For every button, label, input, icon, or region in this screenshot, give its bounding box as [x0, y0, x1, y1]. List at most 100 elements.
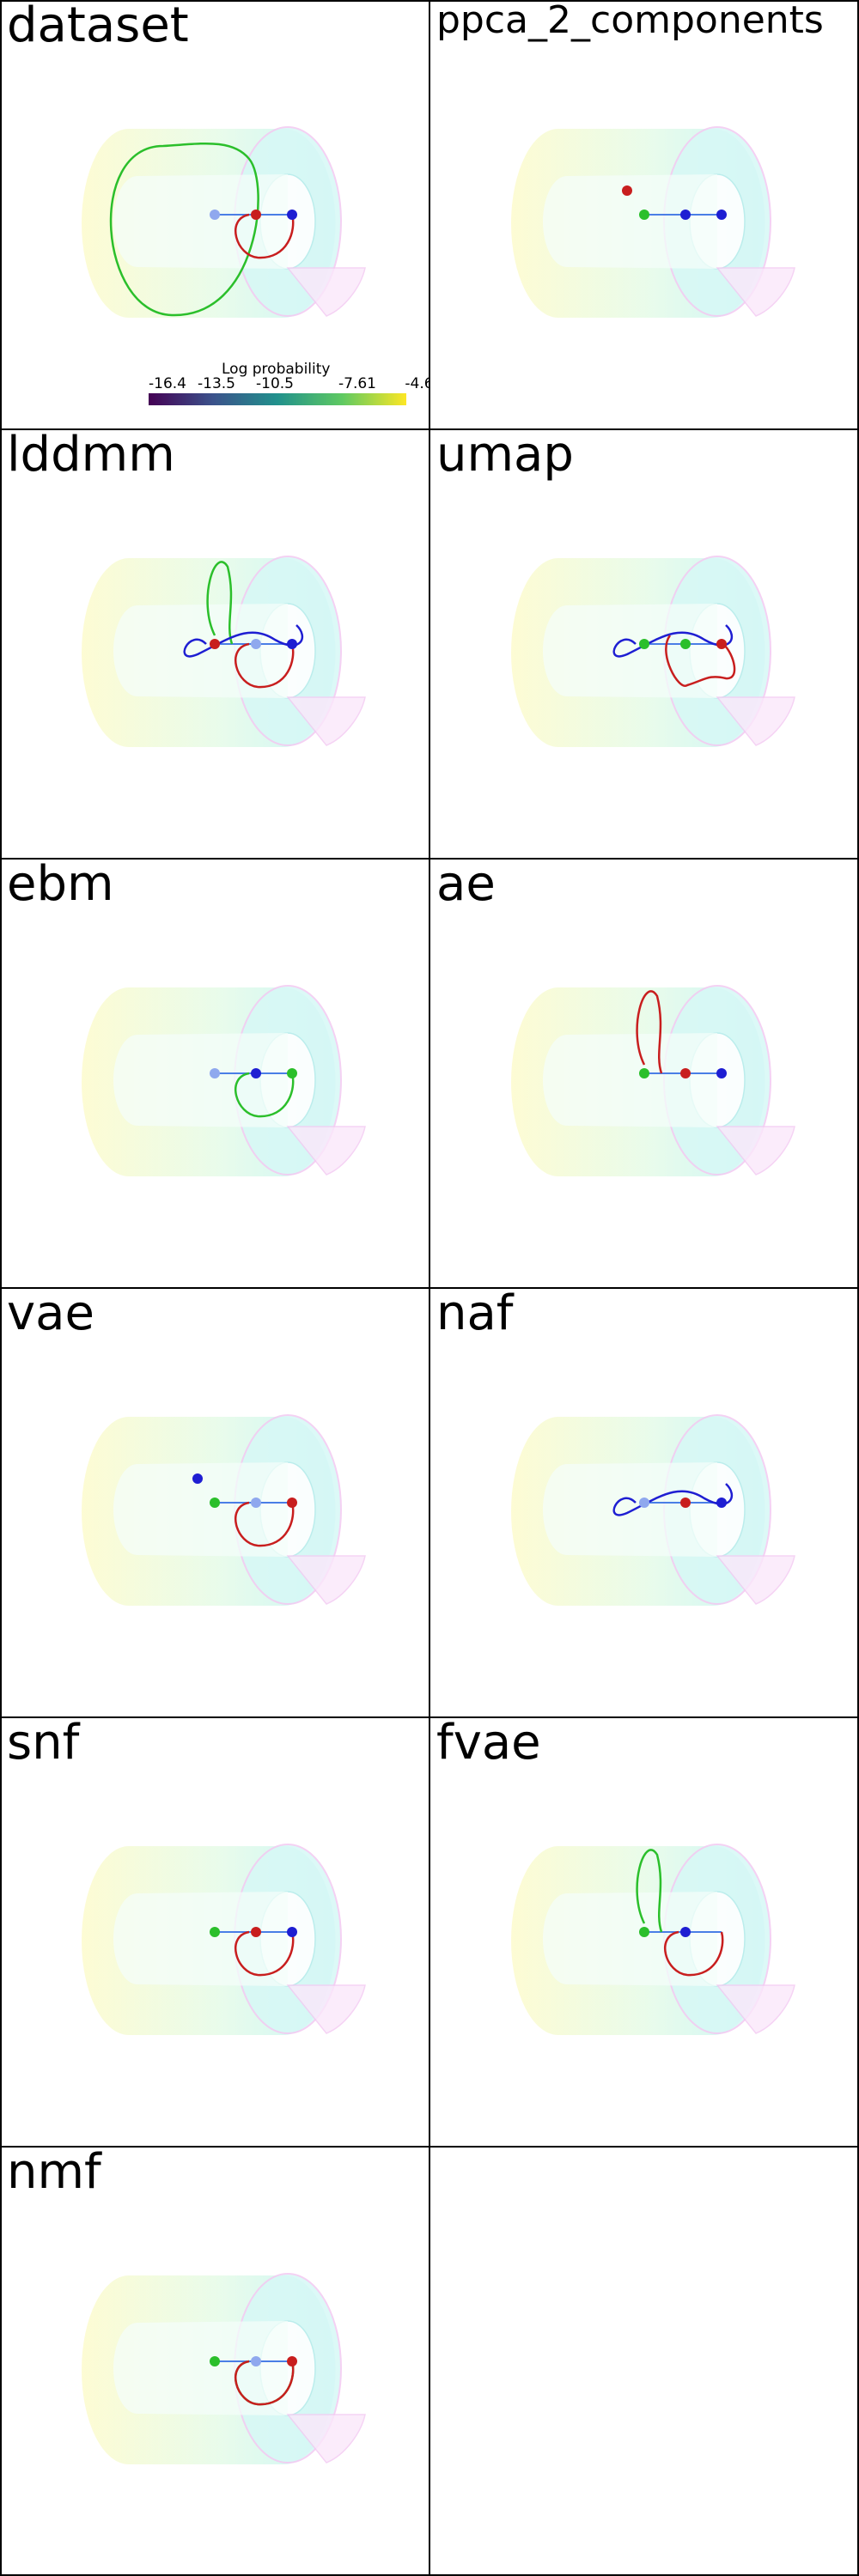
blue-point [716, 1068, 727, 1078]
green-point [639, 210, 649, 220]
blue-point [287, 210, 297, 220]
red-point [251, 210, 261, 220]
cylinder-inner-tube [113, 174, 288, 269]
red-point [287, 1498, 297, 1508]
red-point [210, 639, 220, 649]
scene-render [511, 985, 795, 1176]
blue-point [287, 639, 297, 649]
panel-title: ppca_2_components [436, 0, 824, 42]
green-point [639, 1068, 649, 1078]
panel-ppca-2-components: ppca_2_components [430, 0, 859, 429]
blue-point [251, 1068, 261, 1078]
grid-divider-row [0, 2146, 859, 2148]
blue-point [680, 210, 691, 220]
green-point [287, 1068, 297, 1078]
cylinder-inner-tube [543, 1462, 717, 1557]
panel-title: umap [436, 429, 574, 483]
red-point [251, 1927, 261, 1937]
red-curve [234, 1930, 295, 1977]
panel-title: naf [436, 1288, 514, 1341]
red-curve [234, 1501, 295, 1547]
cylinder-wedge [286, 267, 366, 317]
grid-divider-row [0, 858, 859, 860]
scene-render [82, 556, 366, 747]
panel-title: dataset [7, 0, 189, 53]
red-curve [665, 635, 736, 687]
cylinder-wedge [286, 2414, 366, 2464]
panel-dataset: dataset Log probability -16.4 -13.5 -10.5 -7.… [0, 0, 430, 429]
green-point [210, 1498, 220, 1508]
scene-render [82, 1414, 366, 1606]
red-point [716, 639, 727, 649]
green-curve [234, 1072, 295, 1118]
panel-lddmm: lddmm [0, 429, 430, 859]
cylinder-inner-tube [113, 1892, 288, 1986]
panel-ebm: ebm [0, 859, 430, 1288]
cylinder-inner-tube [113, 2321, 288, 2415]
grid-divider-row [0, 1716, 859, 1718]
panel-title: snf [7, 1717, 80, 1771]
blue-point [716, 1498, 727, 1508]
red-curve [636, 990, 663, 1074]
panel-vae: vae [0, 1288, 430, 1717]
red-point [622, 185, 632, 196]
scene-render [82, 1844, 366, 2035]
panel-snf: snf [0, 1717, 430, 2147]
scene-render [511, 1844, 795, 2035]
scene-render [82, 2273, 366, 2464]
green-point [639, 639, 649, 649]
green-curve [109, 142, 259, 317]
grid-divider-row [0, 428, 859, 430]
red-point [680, 1068, 691, 1078]
green-curve [206, 561, 234, 645]
green-point [210, 1927, 220, 1937]
scene-render [511, 556, 795, 747]
panel-title: nmf [7, 2147, 101, 2200]
cylinder-inner-tube [113, 604, 288, 698]
cylinder-wedge [716, 696, 795, 746]
panel-ae: ae [430, 859, 859, 1288]
panel-title: lddmm [7, 429, 175, 483]
cylinder-wedge [286, 1555, 366, 1605]
panel-umap: umap [430, 429, 859, 859]
colorbar-tick-label: -10.5 [256, 375, 294, 392]
blue-curve [612, 1483, 734, 1516]
green-curve [636, 1849, 663, 1933]
cylinder-wedge [716, 267, 795, 317]
blue-curve [612, 624, 734, 658]
grid-divider-bottom [0, 2574, 859, 2576]
cylinder-wedge [716, 1126, 795, 1176]
panel-title: fvae [436, 1717, 541, 1771]
cylinder-wedge [286, 696, 366, 746]
cylinder-wedge [286, 1126, 366, 1176]
cylinder-inner-tube [543, 1892, 717, 1986]
cylinder-inner-tube [543, 174, 717, 269]
blue-point [192, 1473, 203, 1484]
scene-render [82, 985, 366, 1176]
colorbar [149, 393, 406, 405]
red-point [680, 1498, 691, 1508]
lightblue-point [251, 1498, 261, 1508]
grid-divider-top [0, 0, 859, 2]
colorbar-tick-label: -7.61 [338, 375, 376, 392]
red-curve [663, 1930, 724, 1977]
red-curve [234, 2360, 295, 2406]
panel-empty [430, 2147, 859, 2576]
scene-render [82, 126, 406, 405]
blue-curve [183, 624, 304, 658]
blue-point [716, 210, 727, 220]
lightblue-point [639, 1498, 649, 1508]
red-curve [234, 642, 295, 689]
red-curve [234, 213, 295, 259]
panel-naf: naf [430, 1288, 859, 1717]
green-point [210, 2356, 220, 2366]
scene-render [511, 1414, 795, 1606]
blue-point [287, 1927, 297, 1937]
lightblue-point [251, 2356, 261, 2366]
cylinder-wedge [716, 1555, 795, 1605]
panel-fvae: fvae [430, 1717, 859, 2147]
scene-render [511, 126, 795, 318]
colorbar-title: Log probability [222, 361, 331, 378]
colorbar-tick-label: -13.5 [198, 375, 235, 392]
